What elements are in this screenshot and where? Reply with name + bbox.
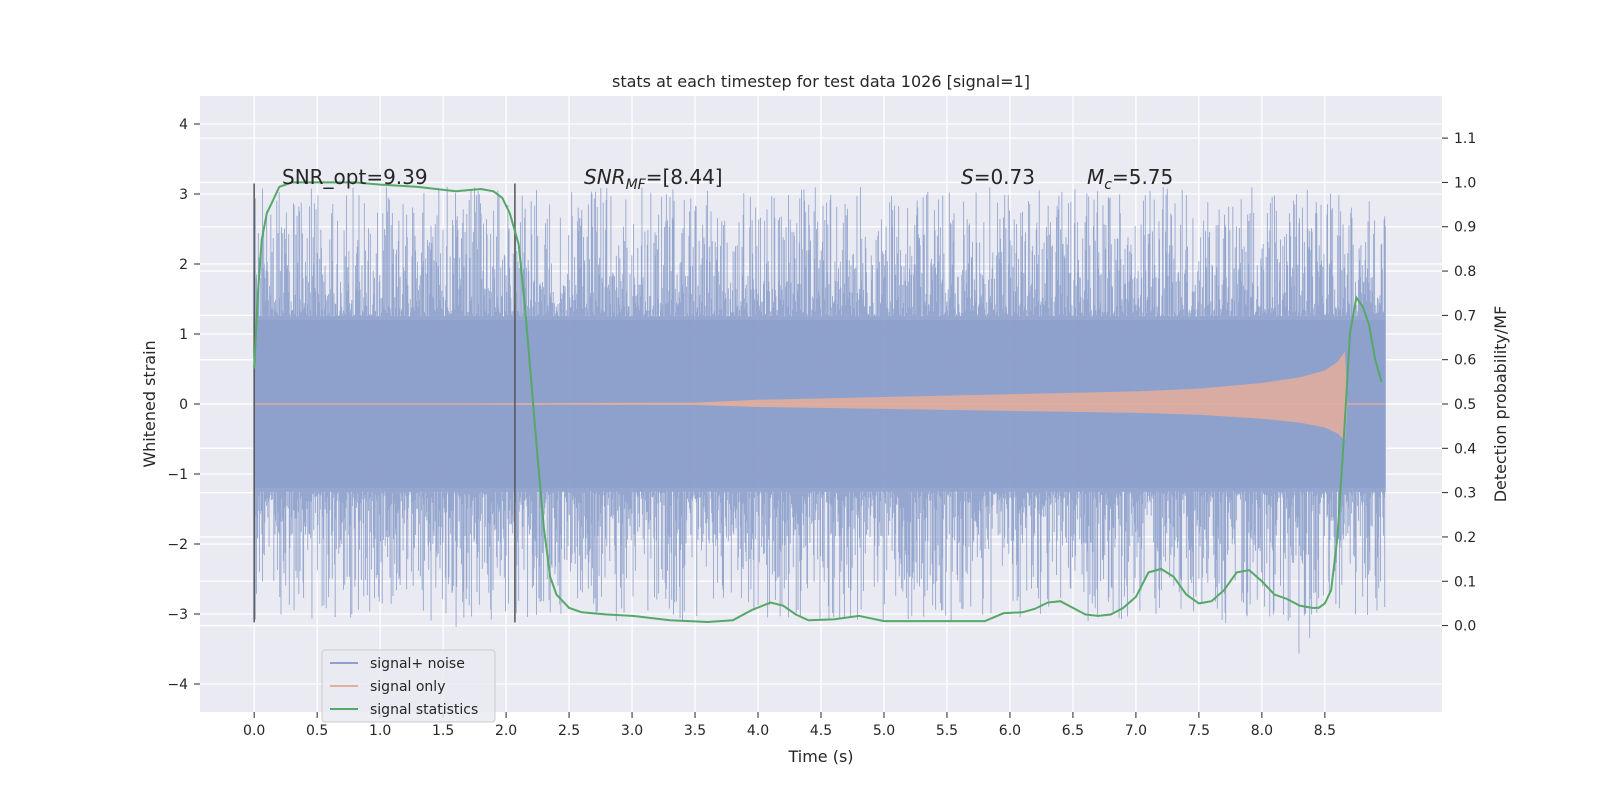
x-tick-label: 3.5: [684, 723, 706, 739]
y-right-tick-label: 0.0: [1454, 619, 1476, 635]
x-axis-label: Time (s): [787, 747, 853, 766]
chart-title: stats at each timestep for test data 102…: [612, 72, 1030, 91]
y-right-tick-label: 0.9: [1454, 220, 1476, 236]
x-tick-label: 5.0: [873, 723, 895, 739]
y-left-tick-label: 3: [179, 187, 188, 203]
y-left-tick-label: −4: [167, 677, 188, 693]
y-right-tick-label: 0.1: [1454, 574, 1476, 590]
x-tick-label: 6.5: [1062, 723, 1084, 739]
annotation-snr-mf-value: =[8.44]: [646, 165, 723, 189]
axes: 0.0 0.5 1.0 1.5 2.0 2.5 3.0 3.5 4.0 4.5 5.0 5.5 6.0 6…: [167, 117, 1476, 739]
y-right-tick-label: 1.1: [1454, 131, 1476, 147]
x-tick-label: 1.5: [432, 723, 454, 739]
x-tick-label: 2.0: [495, 723, 517, 739]
y-left-tick-label: 1: [179, 327, 188, 343]
y-left-tick-label: −1: [167, 467, 188, 483]
annotation-mc-symbol: M: [1087, 165, 1104, 189]
y-axis-label-left: Whitened strain: [140, 340, 159, 467]
y-right-tick-label: 0.5: [1454, 397, 1476, 413]
x-tick-label: 8.5: [1314, 723, 1336, 739]
legend-label-signal-only: signal only: [370, 679, 445, 695]
x-tick-label: 8.0: [1251, 723, 1273, 739]
y-left-tick-label: 2: [179, 257, 188, 273]
x-tick-label: 5.5: [936, 723, 958, 739]
y-left-tick-label: −2: [167, 537, 188, 553]
legend-label-signal-noise: signal+ noise: [370, 656, 465, 672]
y-right-tick-label: 0.6: [1454, 353, 1476, 369]
annotation-s-value: =0.73: [974, 165, 1035, 189]
y-axis-label-right: Detection probability/MF: [1491, 306, 1510, 503]
y-right-tick-label: 1.0: [1454, 175, 1476, 191]
y-right-tick-label: 0.8: [1454, 264, 1476, 280]
x-tick-label: 0.0: [243, 723, 265, 739]
legend-box: [321, 649, 496, 723]
signal-only-series: [254, 351, 1386, 441]
x-tick-label: 1.0: [369, 723, 391, 739]
y-left-tick-label: −3: [167, 607, 188, 623]
y-left-tick-label: 4: [179, 117, 188, 133]
signal-only-envelope: [254, 351, 1386, 441]
x-tick-label: 4.0: [747, 723, 769, 739]
x-tick-label: 4.5: [810, 723, 832, 739]
annotation-s-symbol: S: [961, 165, 974, 189]
annotation-mc-value: =5.75: [1112, 165, 1173, 189]
x-tick-label: 2.5: [558, 723, 580, 739]
annotation-s: S=0.73: [961, 165, 1035, 189]
y-right-tick-label: 0.3: [1454, 486, 1476, 502]
signal-statistics-line: [253, 181, 1383, 624]
y-right-tick-label: 0.4: [1454, 441, 1476, 457]
annotation-snr-mf-sub: MF: [626, 177, 647, 193]
x-tick-label: 7.5: [1188, 723, 1210, 739]
annotation-snr-mf-symbol: SNR: [584, 165, 626, 189]
legend: signal+ noise signal only signal statist…: [321, 649, 496, 723]
annotation-mc-sub: c: [1104, 177, 1112, 193]
y-right-tick-label: 0.7: [1454, 308, 1476, 324]
window-markers: [253, 183, 516, 623]
annotation-mc: Mc=5.75: [1087, 165, 1173, 193]
annotation-snr-opt: SNR_opt=9.39: [282, 165, 428, 189]
signal-statistics-series: [253, 181, 1383, 624]
legend-label-signal-statistics: signal statistics: [370, 702, 478, 718]
x-tick-label: 3.0: [621, 723, 643, 739]
x-tick-label: 0.5: [306, 723, 328, 739]
x-tick-label: 7.0: [1125, 723, 1147, 739]
y-right-tick-label: 0.2: [1454, 530, 1476, 546]
y-left-tick-label: 0: [179, 397, 188, 413]
x-tick-label: 6.0: [999, 723, 1021, 739]
annotation-snr-mf: SNRMF=[8.44]: [584, 165, 723, 193]
